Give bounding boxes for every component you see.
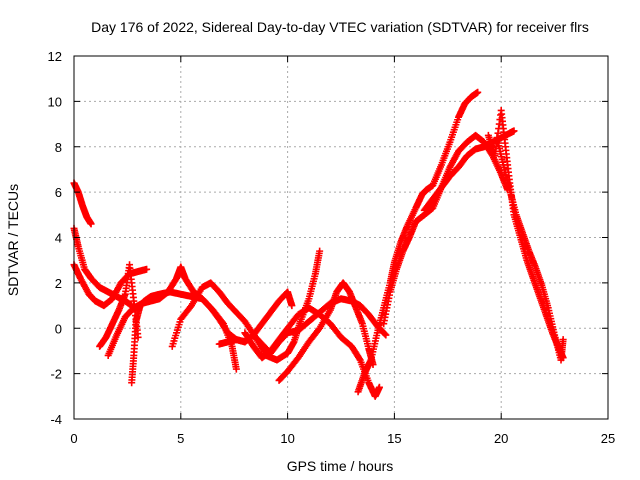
data-point xyxy=(559,336,567,344)
data-point xyxy=(375,383,383,391)
x-tick-label: 25 xyxy=(601,431,615,446)
y-tick-label: 0 xyxy=(55,321,62,336)
x-tick-label: 5 xyxy=(177,431,184,446)
data-marks xyxy=(70,88,567,400)
data-point xyxy=(382,331,390,339)
y-tick-label: 4 xyxy=(55,231,62,246)
x-tick-label: 0 xyxy=(70,431,77,446)
data-point xyxy=(143,265,151,273)
series-track-7 xyxy=(168,247,324,364)
y-tick-label: 12 xyxy=(48,49,62,64)
grid xyxy=(74,56,608,419)
chart-title: Day 176 of 2022, Sidereal Day-to-day VTE… xyxy=(91,19,589,35)
data-point xyxy=(355,355,363,363)
x-tick-label: 15 xyxy=(387,431,401,446)
x-tick-label: 10 xyxy=(280,431,294,446)
data-point xyxy=(288,302,296,310)
y-tick-label: -4 xyxy=(50,412,62,427)
series-track-15 xyxy=(493,134,567,364)
series-track-4 xyxy=(96,261,142,350)
series-track-9 xyxy=(241,304,383,400)
y-tick-label: -2 xyxy=(50,367,62,382)
series-track-12 xyxy=(380,131,512,328)
data-point xyxy=(316,247,324,255)
y-axis-label: SDTVAR / TECUs xyxy=(5,184,21,296)
y-tick-label: 2 xyxy=(55,276,62,291)
series-track-11 xyxy=(354,88,482,396)
data-point xyxy=(381,330,389,338)
x-tick-label: 20 xyxy=(494,431,508,446)
data-point xyxy=(87,220,95,228)
data-point xyxy=(510,127,518,135)
y-tick-label: 6 xyxy=(55,185,62,200)
axis-ticks: 0 5 10 15 20 25 -4 -2 0 2 4 6 8 10 12 xyxy=(48,49,616,446)
data-point xyxy=(474,88,482,96)
y-tick-label: 10 xyxy=(48,94,62,109)
data-point xyxy=(232,365,240,373)
y-tick-label: 8 xyxy=(55,140,62,155)
x-axis-label: GPS time / hours xyxy=(287,458,394,474)
